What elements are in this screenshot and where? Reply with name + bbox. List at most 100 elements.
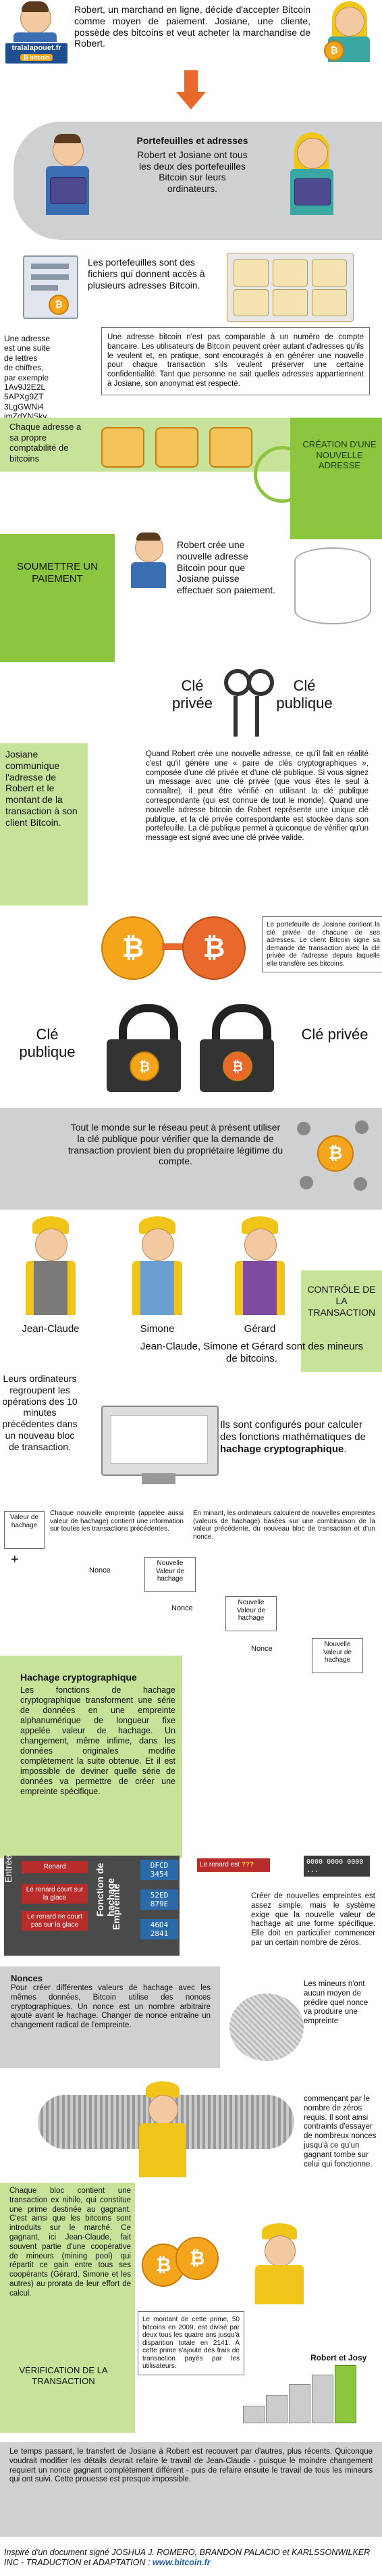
robert-figure: tralalapouet.fr ₿ bitcoin (4, 1, 69, 70)
network-icon: ₿ (297, 1115, 371, 1196)
reward-text: Chaque bloc contient une transaction ex … (9, 2187, 131, 2298)
hashing-text: Les fonctions de hachage cryptographique… (20, 1685, 175, 1796)
hash-input-1: Renard (22, 1861, 88, 1873)
winner-miner (250, 2223, 310, 2304)
output-label: Empreinte (111, 1883, 121, 1930)
wallets-block: Portefeuilles et adresses Robert et Josi… (135, 135, 250, 195)
target-input: Le renard est ??? (197, 1858, 270, 1872)
miner-name-2: Simone (140, 1323, 175, 1335)
final-band (0, 2442, 382, 2537)
wallets-title: Portefeuilles et adresses (136, 135, 248, 146)
nonce-label: Nonce (251, 1645, 273, 1653)
hashing-band (0, 1656, 182, 1858)
hash-function-diagram: Entrée Renard Le renard court sur la gla… (3, 1854, 180, 1956)
address-line: 1Av9J2E2L (4, 382, 46, 392)
hash-output-3: 46D4 2841 (140, 1919, 178, 1939)
amount-text: Le montant de cette prime, 50 bitcoins e… (138, 2311, 244, 2375)
blocks-right-suffix: . (344, 1443, 347, 1455)
miner-gerard (229, 1216, 290, 1318)
blocks-right-prefix: Ils sont configurés pour calculer des fo… (220, 1419, 366, 1443)
robert-sign: tralalapouet.fr ₿ bitcoin (4, 42, 69, 65)
address-info-box: Une adresse bitcoin n'est pas comparable… (101, 327, 370, 395)
josiane-avatar (285, 132, 339, 223)
address-left-text: Une adresse est une suite de lettres de … (4, 334, 65, 422)
flow-arrow (184, 70, 198, 93)
race-text: commençant par le nombre de zéros requis… (304, 2095, 377, 2169)
hash-input-3: Le renard ne court pas sur la glace (22, 1911, 88, 1931)
nonce-label: Nonce (171, 1604, 193, 1612)
miner-simone (127, 1216, 188, 1318)
target-input-text: Le renard est (200, 1861, 240, 1868)
verify-text: Tout le monde sur le réseau peut à prése… (67, 1122, 283, 1167)
wallets-text: Robert et Josiane ont tous les deux des … (137, 149, 248, 195)
blocks-left-text: Leurs ordinateurs regroupent les opérati… (2, 1373, 78, 1452)
coin-bag-icon: ₿ ₿ (135, 2223, 223, 2298)
target-unknown: ??? (241, 1861, 254, 1868)
nonces-band (0, 1966, 220, 2068)
computer-icon (101, 1392, 223, 1487)
flow-arrow-head (176, 92, 206, 109)
nonce-label: Nonce (89, 1566, 111, 1575)
computing-cloud-icon (229, 1993, 304, 2061)
blocks-right-bold: hachage cryptographique (220, 1443, 344, 1455)
hash-note-1: Chaque nouvelle empreinte (appelée aussi… (47, 1507, 186, 1536)
miner-name-3: Gérard (244, 1323, 276, 1335)
target-diagram: Le renard est ??? 0000 0000 0000 ... (197, 1856, 373, 1885)
wallet-icon (50, 177, 86, 204)
nonces-text: Pour créer différentes valeurs de hachag… (11, 1984, 211, 2030)
target-output: 0000 0000 0000 ... (304, 1856, 370, 1877)
intro-text: Robert, un marchand en ligne, décide d'a… (74, 4, 310, 49)
block-chain-diagram (243, 2365, 378, 2426)
hash-note-2: En minant, les ordinateurs calculent de … (193, 1510, 375, 1541)
address-line: est une suite (4, 343, 51, 353)
control-band (301, 1270, 382, 1372)
ledger-text: Chaque adresse a sa propre comptabilité … (9, 422, 82, 464)
hash-output-1: DFCD 3454 (140, 1860, 178, 1880)
plus-sign: + (11, 1552, 19, 1567)
address-line: 5APXg9ZT (4, 392, 44, 402)
miner-name-1: Jean-Claude (22, 1323, 80, 1335)
files-text: Les portefeuilles sont des fichiers qui … (88, 257, 205, 291)
address-line: de lettres (4, 353, 38, 363)
wallet-icon (294, 178, 331, 205)
josiane-instruct-text: Josiane communique l'adresse de Robert e… (5, 749, 78, 828)
database-icon (294, 547, 371, 624)
pair-label: Robert et Josy (310, 2353, 367, 2362)
hashing-title: Hachage cryptographique (20, 1672, 137, 1683)
verification-label: VÉRIFICATION DE LA TRANSACTION (19, 2365, 108, 2386)
coin-stacks (101, 420, 270, 469)
address-line: de chiffres, (4, 363, 44, 373)
robert-avatar-small (128, 532, 169, 588)
new-hash-box-2: Nouvelle Valeur de hachage (225, 1596, 277, 1631)
target-text: Créer de nouvelles empreintes est assez … (251, 1892, 375, 1947)
lock-private-label: Clé privée (301, 1026, 369, 1043)
hash-output-2: 52ED 879E (140, 1889, 178, 1910)
credit-link[interactable]: www.bitcoin.fr (152, 2558, 211, 2567)
miner-race-illustration (38, 2068, 294, 2183)
hash-input-2: Le renard court sur la glace (22, 1884, 88, 1904)
control-label: CONTRÔLE DE LA TRANSACTION (307, 1284, 376, 1318)
input-label: Entrée (3, 1854, 13, 1883)
key-pair-icon (220, 669, 274, 743)
address-line: Une adresse (4, 334, 51, 343)
lock-right-icon: ₿ (200, 1004, 274, 1092)
old-hash-box: Valeur de hachage (4, 1511, 45, 1549)
keys-explanation: Quand Robert crée une nouvelle adresse, … (146, 750, 369, 843)
new-hash-box-3: Nouvelle Valeur de hachage (312, 1638, 363, 1673)
lock-public-label: Clé publique (19, 1026, 76, 1061)
address-line: 3LgGWNi4 (4, 401, 44, 412)
shop-logo-text: tralalapouet.fr (11, 44, 61, 52)
lock-left-icon: ₿ (107, 1004, 181, 1092)
miner-jean-claude (20, 1216, 81, 1318)
miners-caption: Jean-Claude, Simone et Gérard sont des m… (140, 1341, 364, 1364)
new-hash-box-1: Nouvelle Valeur de hachage (144, 1557, 196, 1592)
blocks-right-text: Ils sont configurés pour calculer des fo… (220, 1419, 375, 1456)
address-grid-icon (227, 253, 354, 322)
robert-avatar (40, 134, 94, 223)
credit-text: Inspiré d'un document signé JOSHUA J. RO… (4, 2548, 371, 2567)
josiane-figure: ₿ (320, 1, 378, 70)
signing-text: Le portefeuille de Josiane contient la c… (262, 916, 382, 972)
submit-label: SOUMETTRE UN PAIEMENT (17, 561, 98, 585)
final-text: Le temps passant, le transfert de Josian… (9, 2448, 373, 2484)
submit-text: Robert crée une nouvelle adresse Bitcoin… (177, 539, 276, 596)
